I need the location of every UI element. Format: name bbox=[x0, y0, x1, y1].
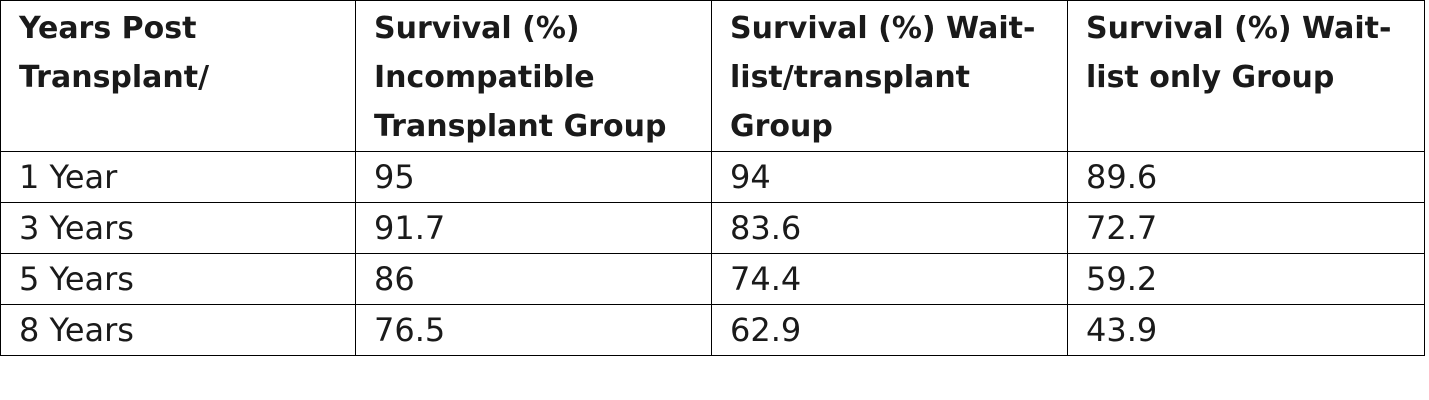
table-cell: 95 bbox=[355, 151, 712, 203]
table-cell: 83.6 bbox=[711, 202, 1068, 254]
header-waitlist-only-group: Survival (%) Wait-list only Group bbox=[1067, 0, 1425, 152]
survival-table: Years Post Transplant/ Survival (%) Inco… bbox=[0, 0, 1425, 356]
table-cell: 91.7 bbox=[355, 202, 712, 254]
table-cell: 89.6 bbox=[1067, 151, 1425, 203]
table-row: 8 Years 76.5 62.9 43.9 bbox=[0, 304, 1425, 356]
table-cell: 5 Years bbox=[0, 253, 356, 305]
table-cell: 43.9 bbox=[1067, 304, 1425, 356]
table-row: 5 Years 86 74.4 59.2 bbox=[0, 253, 1425, 305]
header-incompatible-transplant-group: Survival (%) Incompatible Transplant Gro… bbox=[355, 0, 712, 152]
table-header-row: Years Post Transplant/ Survival (%) Inco… bbox=[0, 0, 1425, 152]
table-cell: 94 bbox=[711, 151, 1068, 203]
header-waitlist-transplant-group: Survival (%) Wait-list/transplant Group bbox=[711, 0, 1068, 152]
table-cell: 8 Years bbox=[0, 304, 356, 356]
table-cell: 86 bbox=[355, 253, 712, 305]
table-cell: 76.5 bbox=[355, 304, 712, 356]
table-cell: 72.7 bbox=[1067, 202, 1425, 254]
table-row: 3 Years 91.7 83.6 72.7 bbox=[0, 202, 1425, 254]
table-cell: 1 Year bbox=[0, 151, 356, 203]
table-row: 1 Year 95 94 89.6 bbox=[0, 151, 1425, 203]
table-cell: 59.2 bbox=[1067, 253, 1425, 305]
table-cell: 74.4 bbox=[711, 253, 1068, 305]
header-years-post-transplant: Years Post Transplant/ bbox=[0, 0, 356, 152]
table-cell: 62.9 bbox=[711, 304, 1068, 356]
table-cell: 3 Years bbox=[0, 202, 356, 254]
